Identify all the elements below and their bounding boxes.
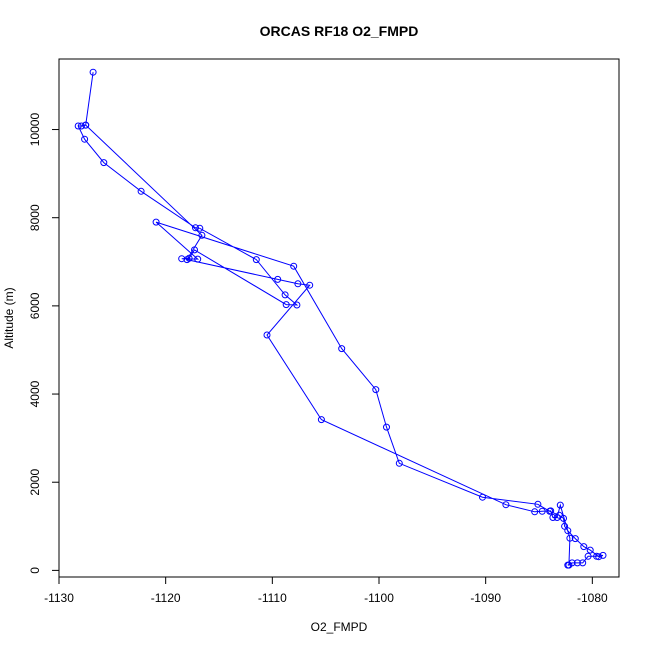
data-point [194,255,202,263]
series-line [77,72,604,566]
chart-title: ORCAS RF18 O2_FMPD [260,23,419,39]
y-tick-label: 4000 [28,380,42,407]
y-tick-label: 6000 [28,292,42,319]
data-point [502,501,510,509]
y-tick-label: 0 [28,567,42,574]
data-point [281,291,289,299]
x-tick-label: -1120 [151,591,181,605]
data-point [338,345,346,353]
data-point [306,281,314,289]
x-axis-label: O2_FMPD [311,620,368,634]
data-point [74,122,82,130]
x-tick-label: -1110 [258,591,287,605]
data-point [553,514,561,521]
data-point [196,224,204,232]
data-point [479,493,486,501]
x-tick-label: -1080 [577,591,608,605]
data-point [566,534,574,542]
data-point [274,275,282,283]
data-point [293,301,301,309]
data-point [573,559,581,567]
data-point [192,224,199,232]
data-point [183,256,191,264]
x-axis: -1130 -1120 -1110 -1100 -1090 -1080 [44,577,608,605]
series-o2-fmpd [74,68,607,569]
data-point [599,551,607,559]
data-point [81,135,89,143]
data-point [531,508,539,516]
data-point [584,552,592,560]
data-point [77,122,85,130]
data-point [282,301,290,309]
y-axis-label: Altitude (m) [2,287,16,348]
x-tick-label: -1130 [44,591,74,605]
x-tick-label: -1100 [364,591,394,605]
data-point [547,507,555,515]
plot-frame [58,58,620,578]
data-point [317,416,325,424]
data-point [580,543,588,551]
y-tick-label: 10000 [28,113,42,147]
x-tick-label: -1090 [470,591,501,605]
data-point [82,121,90,129]
data-point [152,218,160,226]
data-point [383,423,390,431]
data-point [263,331,271,339]
data-point [586,546,594,554]
data-point [571,535,579,543]
data-point [198,231,206,239]
data-point [593,552,601,560]
data-point [100,159,108,167]
data-point [252,256,260,264]
data-point [560,514,567,522]
data-point [89,68,97,76]
data-point [178,255,186,263]
data-point [565,561,573,569]
data-point [290,262,298,270]
data-point [534,500,542,508]
data-point [549,514,557,521]
y-tick-label: 8000 [28,204,42,231]
y-tick-label: 2000 [28,469,42,496]
y-axis: 0 2000 4000 6000 8000 10000 [28,113,59,574]
data-point [538,507,546,515]
data-point [556,501,564,509]
data-point [191,246,198,254]
data-point [579,559,587,567]
data-point [294,280,302,288]
data-point [137,187,145,195]
data-point [564,527,572,535]
data-point [395,459,403,467]
data-point [372,386,380,394]
